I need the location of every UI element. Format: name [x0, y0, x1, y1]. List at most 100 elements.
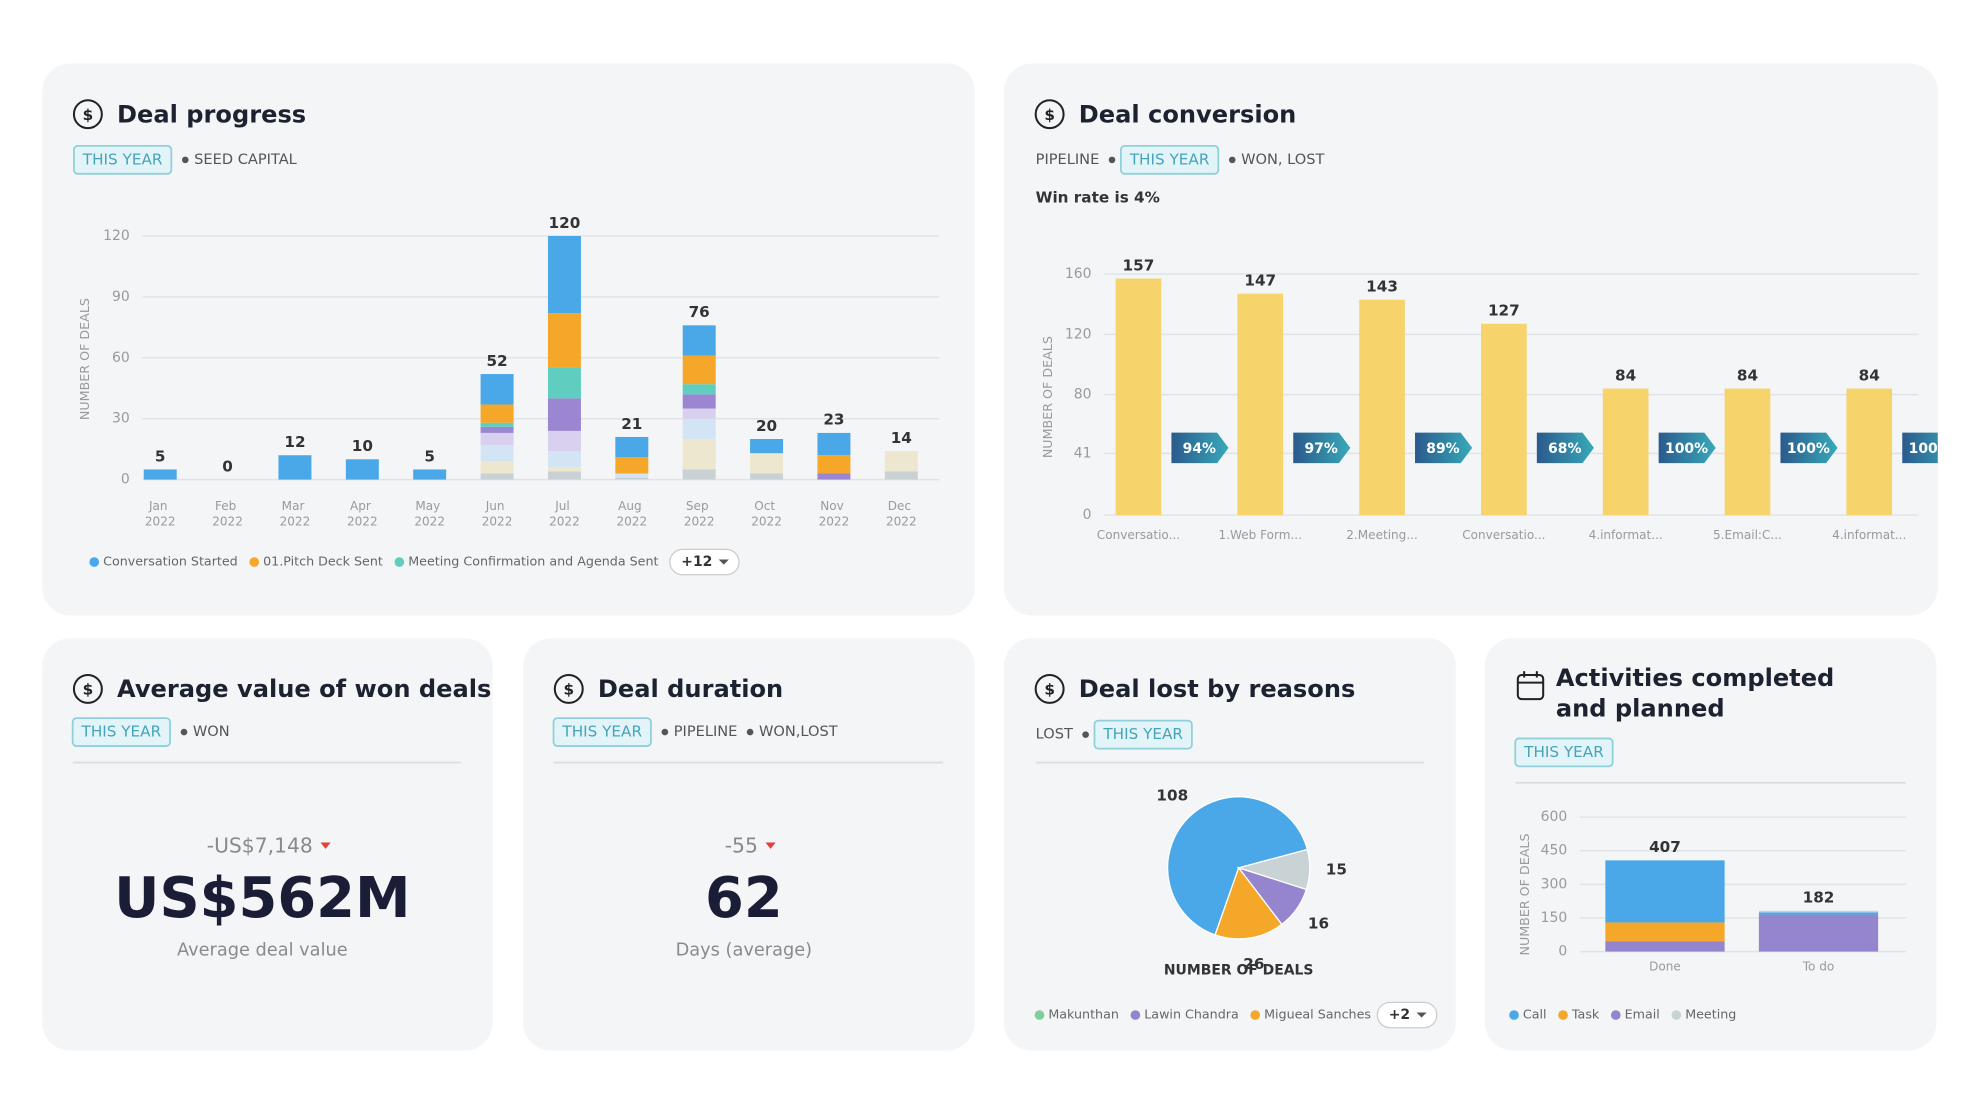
conversion-arrow: 94%	[1171, 432, 1229, 464]
data-label: 10	[352, 437, 373, 455]
y-tick-label: 150	[1541, 910, 1568, 926]
filter-label: WON, LOST	[1241, 151, 1324, 168]
y-tick-label: 160	[1065, 266, 1092, 282]
icon: $	[1044, 681, 1055, 699]
more-label: +12	[681, 554, 712, 570]
conversion-arrow-shape	[1293, 432, 1351, 464]
data-label: 182	[1803, 889, 1835, 907]
data-label: 120	[549, 214, 581, 232]
kpi-delta-arrow	[320, 842, 331, 849]
filter-dot	[1228, 156, 1236, 164]
data-label: 0	[222, 457, 233, 475]
bar-segment	[682, 355, 716, 385]
x-tick-label: Jan 2022	[145, 499, 176, 528]
conversion-label: 100%	[1665, 441, 1708, 457]
kpi-delta: -55	[725, 833, 758, 857]
y-tick-label: 450	[1541, 843, 1568, 859]
y-tick-label: 120	[103, 228, 130, 244]
x-tick-label: Sep 2022	[684, 499, 715, 528]
y-tick-label: 0	[1083, 507, 1092, 523]
bar-segment	[615, 473, 649, 478]
x-tick-label: Jun 2022	[482, 499, 513, 528]
filter-badge	[1093, 719, 1193, 750]
pie-slice	[1214, 866, 1283, 940]
bar-segment	[682, 469, 716, 480]
bar	[1237, 293, 1284, 516]
data-label: 5	[155, 447, 166, 465]
x-tick-label: 2.Meeting...	[1346, 528, 1418, 542]
filter-badge-label: THIS YEAR	[82, 150, 163, 168]
icon: $	[83, 681, 94, 699]
filter-label: PIPELINE	[1036, 151, 1100, 168]
x-tick-label: 4.informat...	[1832, 528, 1906, 542]
filter-dot	[1108, 156, 1116, 164]
bar	[1115, 278, 1162, 516]
filter-badge-label: THIS YEAR	[81, 723, 162, 741]
icon	[1516, 673, 1545, 701]
legend-label: Task	[1571, 1007, 1600, 1022]
icon: $	[83, 106, 94, 124]
legend-label: Makunthan	[1048, 1007, 1119, 1022]
bar-segment	[1758, 910, 1879, 913]
kpi-delta: -US$7,148	[207, 833, 313, 857]
x-tick-label: 1.Web Form...	[1219, 528, 1302, 542]
conversion-arrow: 100%	[1658, 432, 1716, 464]
x-tick-label: 4.informat...	[1589, 528, 1663, 542]
kpi-caption: Average deal value	[177, 940, 348, 960]
y-tick-label: 0	[1558, 944, 1567, 960]
x-tick-label: Oct 2022	[751, 499, 782, 528]
card	[42, 63, 975, 616]
legend-label: 01.Pitch Deck Sent	[263, 554, 383, 569]
data-label: 407	[1649, 838, 1681, 856]
bar-segment	[278, 455, 312, 480]
x-tick-label: Mar 2022	[280, 499, 311, 528]
data-label: 52	[486, 352, 507, 370]
x-tick-label: 5.Email:C...	[1713, 528, 1782, 542]
data-label: 14	[891, 429, 912, 447]
data-label: 21	[621, 415, 642, 433]
conversion-label: 100%	[1787, 441, 1830, 457]
icon: $	[1044, 106, 1055, 124]
conversion-arrow: 89%	[1415, 432, 1473, 464]
conversion-arrow: 100%	[1780, 432, 1838, 464]
legend-label: Migueal Sanches	[1264, 1007, 1371, 1022]
x-tick-label: Feb 2022	[212, 499, 243, 528]
x-tick-label: Conversatio...	[1462, 528, 1545, 542]
icon	[1034, 99, 1065, 130]
y-axis-label: NUMBER OF DEALS	[1517, 833, 1532, 955]
bar-segment	[547, 467, 581, 472]
more-button[interactable]	[669, 548, 740, 576]
more-button[interactable]	[1376, 1001, 1438, 1029]
filter-badge	[71, 717, 171, 747]
card-title: Activities completed and planned	[1556, 664, 1843, 722]
icon	[1034, 673, 1065, 704]
bar-segment	[413, 469, 447, 480]
bar-segment	[682, 325, 716, 356]
icon: $	[563, 681, 574, 699]
icon	[72, 99, 103, 130]
card-title: Average value of won deals	[117, 675, 491, 703]
bar-segment	[750, 473, 784, 480]
data-label: 26	[1243, 955, 1264, 973]
bar-segment	[682, 384, 716, 395]
y-tick-label: 90	[112, 289, 130, 305]
bar	[1846, 388, 1893, 516]
bar-segment	[345, 459, 379, 480]
filter-label: LOST	[1036, 726, 1073, 743]
conversion-label: 89%	[1426, 441, 1459, 457]
bar	[1724, 388, 1771, 516]
bar-segment	[480, 422, 514, 427]
bar-segment	[480, 426, 514, 433]
more-label: +2	[1389, 1007, 1410, 1023]
bar-segment	[1758, 912, 1879, 915]
bar	[1481, 323, 1527, 516]
data-label: 23	[823, 411, 844, 429]
conversion-arrow: 100%	[1902, 432, 1938, 464]
y-tick-label: 30	[112, 411, 130, 427]
bar-segment	[1605, 941, 1725, 952]
conversion-arrow: 97%	[1293, 432, 1351, 464]
bar-segment	[884, 451, 918, 472]
conversion-arrow: 68%	[1536, 432, 1594, 464]
legend-label: Lawin Chandra	[1144, 1007, 1238, 1022]
legend-swatch	[394, 557, 405, 567]
